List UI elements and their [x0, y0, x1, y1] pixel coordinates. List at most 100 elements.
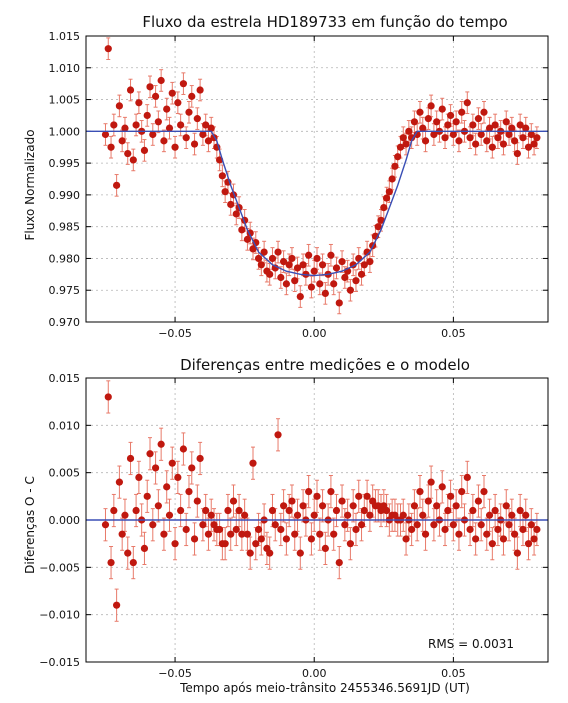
bottom-data-point [313, 492, 321, 500]
top-data-point [491, 121, 499, 129]
bottom-data-point [474, 497, 483, 505]
top-y-tick-label: 1.010 [49, 62, 81, 75]
top-data-point [335, 299, 343, 307]
bottom-y-tick-label: 0.010 [49, 419, 81, 432]
bottom-data-point [421, 530, 430, 538]
bottom-data-point [444, 506, 452, 515]
top-data-point [388, 175, 396, 183]
bottom-data-point [171, 540, 179, 548]
top-data-point [402, 140, 410, 148]
top-data-point [154, 118, 162, 126]
bottom-data-point [382, 506, 391, 515]
top-data-point [249, 245, 257, 253]
top-data-point [427, 102, 435, 110]
bottom-data-point [363, 492, 371, 500]
bottom-data-point [157, 440, 165, 448]
top-y-tick-label: 0.995 [49, 157, 81, 170]
top-data-point [524, 143, 533, 151]
bottom-data-point [140, 544, 149, 553]
bottom-data-point [196, 454, 204, 463]
top-data-point [485, 124, 494, 132]
top-data-point [101, 130, 110, 139]
bottom-chart-title: Diferenças entre medições e o modelo [180, 356, 470, 374]
top-data-point [438, 105, 446, 113]
top-data-point [257, 261, 265, 269]
bottom-y-tick-label: 0.015 [49, 372, 81, 385]
rms-annotation: RMS = 0.0031 [428, 637, 514, 651]
bottom-data-point [430, 521, 438, 529]
top-data-point [232, 210, 240, 218]
top-data-point [505, 130, 513, 139]
bottom-data-point [118, 530, 126, 538]
top-data-point [421, 137, 430, 145]
top-data-point [477, 130, 485, 139]
bottom-data-point [149, 521, 157, 529]
top-data-point [274, 248, 282, 256]
top-data-point [121, 124, 129, 132]
top-data-point [282, 280, 290, 288]
bottom-data-point [199, 521, 207, 529]
bottom-data-point [274, 431, 282, 439]
bottom-data-point [427, 478, 435, 486]
bottom-data-point [104, 393, 112, 401]
bottom-data-point [190, 535, 199, 543]
bottom-data-point [132, 506, 140, 515]
bottom-data-point [224, 506, 232, 515]
top-data-point [179, 80, 188, 88]
bottom-data-point [527, 521, 535, 529]
top-data-point [185, 108, 193, 116]
bottom-data-point [438, 483, 446, 491]
bottom-data-point [268, 506, 277, 515]
top-data-point [163, 105, 171, 113]
top-data-point [399, 134, 407, 142]
top-data-point [341, 273, 349, 282]
bottom-data-point [410, 502, 419, 510]
top-data-point [151, 92, 160, 100]
top-data-point [227, 200, 235, 209]
top-data-point [288, 254, 296, 263]
top-data-point [296, 292, 304, 301]
bottom-data-point [280, 502, 288, 510]
top-data-point [193, 115, 201, 123]
top-data-point [346, 286, 354, 294]
bottom-data-point [477, 521, 485, 529]
top-data-point [107, 143, 115, 151]
top-y-axis-label: Fluxo Normalizado [23, 129, 37, 240]
bottom-data-point [360, 506, 368, 515]
top-data-point [449, 130, 457, 139]
top-y-tick-label: 0.985 [49, 221, 81, 234]
bottom-data-point [416, 488, 424, 496]
top-data-point [188, 92, 196, 100]
top-data-point [182, 134, 190, 142]
top-data-point [277, 273, 285, 282]
bottom-data-point [472, 535, 480, 543]
top-data-point [190, 140, 199, 148]
bottom-data-point [505, 521, 513, 529]
top-data-point [391, 162, 399, 170]
top-data-point [268, 254, 277, 263]
top-data-point [502, 118, 510, 126]
bottom-data-point [446, 492, 455, 500]
bottom-data-point [344, 511, 352, 519]
bottom-data-point [179, 445, 188, 453]
top-data-point [366, 258, 374, 266]
top-data-point [221, 188, 229, 196]
bottom-data-point [341, 521, 349, 529]
bottom-data-point [522, 511, 530, 519]
top-data-point [483, 137, 491, 145]
bottom-plot-area: −0.05 0.00 0.05 −0.015 −0.010 −0.005 0.000 0.00… [39, 372, 549, 680]
bottom-data-point [533, 525, 541, 534]
top-data-point [455, 137, 463, 145]
bottom-data-point [163, 483, 171, 491]
top-data-point [124, 149, 132, 158]
top-data-point [513, 149, 521, 158]
bottom-data-point [310, 511, 318, 519]
bottom-data-point [352, 525, 360, 534]
bottom-data-point [524, 540, 533, 548]
top-data-point [385, 188, 393, 196]
bottom-x-tick-label: 0.00 [302, 667, 327, 680]
bottom-data-point [296, 549, 304, 557]
top-data-point [424, 115, 432, 123]
top-data-point [488, 143, 496, 151]
